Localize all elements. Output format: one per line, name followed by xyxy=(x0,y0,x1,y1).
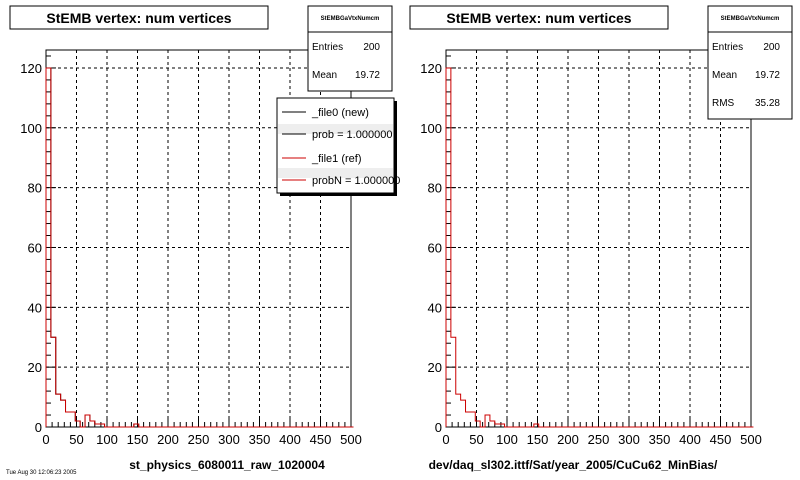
y-tick-label: 0 xyxy=(35,420,42,435)
legend: _file0 (new) prob = 1.000000 _file1 (ref) p… xyxy=(276,97,400,196)
histogram-bin xyxy=(456,394,461,427)
y-tick-label: 20 xyxy=(28,360,42,375)
y-tick-label: 120 xyxy=(420,61,442,76)
x-tick-label: 200 xyxy=(157,432,179,447)
histogram-bin xyxy=(61,400,66,427)
y-tick-label: 60 xyxy=(28,240,42,255)
x-tick-label: 0 xyxy=(442,432,449,447)
grid-lines xyxy=(446,50,751,427)
histogram-bin xyxy=(90,421,95,427)
histogram-bin xyxy=(446,68,451,427)
histogram-bin xyxy=(134,424,139,427)
legend-entry: _file1 (ref) xyxy=(311,153,362,165)
x-tick-label: 0 xyxy=(42,432,49,447)
histogram-series-2 xyxy=(45,67,354,428)
histogram-bin xyxy=(461,400,466,427)
stats-label: Entries xyxy=(712,42,743,53)
histogram-bin xyxy=(66,412,71,427)
histogram-bin xyxy=(534,424,539,427)
y-tick-label: 80 xyxy=(428,181,442,196)
legend-stripe xyxy=(278,124,393,134)
x-tick-label: 450 xyxy=(310,432,332,447)
x-tick-label: 300 xyxy=(218,432,240,447)
stats-value: 200 xyxy=(763,42,780,53)
title-box xyxy=(409,5,669,30)
stats-label: Mean xyxy=(712,70,737,81)
y-tick-label: 100 xyxy=(20,121,42,136)
x-axis-label: dev/daq_sl302.ittf/Sat/year_2005/CuCu62_… xyxy=(429,458,718,472)
y-tick-label: 60 xyxy=(428,240,442,255)
histogram-bin xyxy=(70,412,75,427)
histogram-bin xyxy=(495,424,500,427)
x-tick-label: 250 xyxy=(188,432,210,447)
x-tick-label: 500 xyxy=(340,432,362,447)
legend-entry: prob = 1.000000 xyxy=(312,129,392,141)
axis-ticks xyxy=(45,55,352,428)
histogram-bin xyxy=(470,412,475,427)
stats-box: StEMBGaVtxNumcm Entries 200 Mean 19.72 xyxy=(307,5,393,92)
y-tick-label: 100 xyxy=(420,121,442,136)
histogram-bin xyxy=(56,394,61,427)
x-tick-label: 50 xyxy=(69,432,83,447)
x-tick-label: 300 xyxy=(618,432,640,447)
x-tick-label: 100 xyxy=(96,432,118,447)
legend-stripe xyxy=(278,168,393,178)
x-axis-label: st_physics_6080011_raw_1020004 xyxy=(129,458,325,472)
stats-value: 35.28 xyxy=(755,98,780,109)
chart-panel-1: 0 50 100 150 200 250 300 350 400 450 500 0 20 40 60 80 1… xyxy=(9,5,400,472)
histogram-bin xyxy=(451,337,456,427)
chart-title: StEMB vertex: num vertices xyxy=(46,10,231,26)
x-tick-label: 100 xyxy=(496,432,518,447)
legend-entry: probN = 1.000000 xyxy=(312,175,400,187)
stats-value: 19.72 xyxy=(755,70,780,81)
y-tick-label: 20 xyxy=(428,360,442,375)
stats-name: StEMBGaVtxNumcm xyxy=(321,16,380,22)
histogram-line xyxy=(445,67,754,428)
x-tick-label: 250 xyxy=(588,432,610,447)
stats-value: 19.72 xyxy=(355,70,380,81)
x-tick-label: 400 xyxy=(679,432,701,447)
x-tick-label: 200 xyxy=(557,432,579,447)
x-tick-label: 500 xyxy=(740,432,762,447)
stats-label: RMS xyxy=(712,98,735,109)
y-tick-label: 40 xyxy=(428,300,442,315)
histogram-bin xyxy=(100,424,105,427)
x-tick-label: 350 xyxy=(649,432,671,447)
stats-box: StEMBGaVtxNumcm Entries 200 Mean 19.72 RMS 35.… xyxy=(707,5,793,120)
stats-name: StEMBGaVtxNumcm xyxy=(721,16,780,22)
x-tick-label: 400 xyxy=(279,432,301,447)
footer-timestamp: Tue Aug 30 12:06:23 2005 xyxy=(6,470,77,476)
chart-panel-2: 0 50 100 150 200 250 300 350 400 450 500 0 20 40 60 80 1… xyxy=(409,5,793,472)
chart-title: StEMB vertex: num vertices xyxy=(446,10,631,26)
histogram-bin xyxy=(75,421,80,427)
histogram-bin xyxy=(500,424,505,427)
legend-entry: _file0 (new) xyxy=(311,107,369,119)
x-tick-label: 150 xyxy=(527,432,549,447)
stats-frame xyxy=(307,5,393,92)
title-box xyxy=(9,5,269,30)
histogram-bin xyxy=(466,412,471,427)
histogram-bin xyxy=(95,424,100,427)
y-tick-label: 40 xyxy=(28,300,42,315)
histogram-bin xyxy=(485,415,490,427)
histogram-bin xyxy=(51,337,56,427)
stats-label: Entries xyxy=(312,42,343,53)
x-tick-label: 50 xyxy=(469,432,483,447)
x-tick-label: 350 xyxy=(249,432,271,447)
histogram-bin xyxy=(475,421,480,427)
x-tick-label: 150 xyxy=(127,432,149,447)
stats-value: 200 xyxy=(363,42,380,53)
histogram-line xyxy=(45,67,354,428)
histogram-bin xyxy=(46,68,51,427)
stats-label: Mean xyxy=(312,70,337,81)
stats-frame xyxy=(707,5,793,120)
y-tick-label: 80 xyxy=(28,181,42,196)
y-tick-label: 120 xyxy=(20,61,42,76)
histogram-series-1 xyxy=(445,67,754,428)
histogram-bin xyxy=(85,415,90,427)
x-tick-label: 450 xyxy=(710,432,732,447)
histogram-bin xyxy=(490,421,495,427)
y-tick-label: 0 xyxy=(435,420,442,435)
